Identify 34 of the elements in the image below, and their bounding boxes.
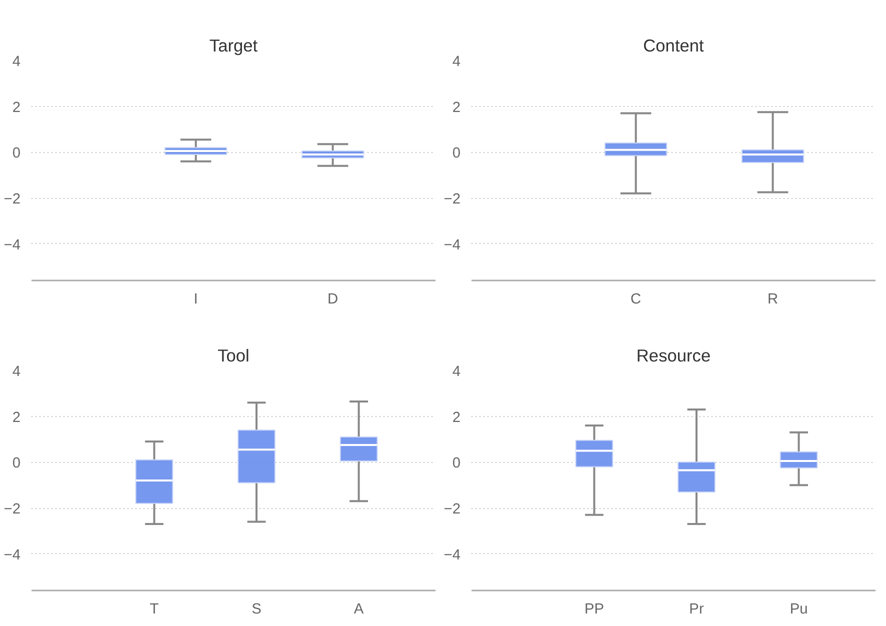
x-tick-label: C xyxy=(630,292,642,308)
y-tick-label: −4 xyxy=(4,237,21,254)
x-tick-label: I xyxy=(194,292,198,308)
y-tick-label: 2 xyxy=(12,100,21,116)
y-tick-label: 0 xyxy=(452,146,461,162)
y-tick-label: 4 xyxy=(12,364,21,380)
y-tick-label: 2 xyxy=(452,100,461,116)
y-tick-label: −4 xyxy=(444,547,461,564)
y-tick-label: −2 xyxy=(444,192,461,208)
y-tick-label: 0 xyxy=(12,456,21,472)
x-tick-label: PP xyxy=(584,602,604,618)
chart-title: Resource xyxy=(636,346,711,366)
y-tick-label: 4 xyxy=(12,54,21,70)
x-tick-label: S xyxy=(252,602,262,618)
x-tick-label: T xyxy=(150,602,159,618)
x-tick-label: D xyxy=(327,292,338,308)
y-tick-label: −2 xyxy=(444,502,461,518)
y-tick-label: −2 xyxy=(4,192,21,208)
y-tick-label: −4 xyxy=(4,547,21,564)
x-tick-label: Pr xyxy=(689,602,704,618)
y-tick-label: −4 xyxy=(444,237,461,254)
y-tick-label: 0 xyxy=(452,456,461,472)
y-tick-label: 4 xyxy=(452,54,461,70)
chart-title: Tool xyxy=(218,346,250,366)
y-tick-label: 2 xyxy=(12,410,21,426)
chart-title: Target xyxy=(209,36,258,56)
y-tick-label: 0 xyxy=(12,146,21,162)
x-tick-label: Pu xyxy=(790,602,808,618)
y-tick-label: 4 xyxy=(452,364,461,380)
y-tick-label: −2 xyxy=(4,502,21,518)
chart-title: Content xyxy=(643,36,704,56)
x-tick-label: A xyxy=(354,602,364,618)
y-tick-label: 2 xyxy=(452,410,461,426)
x-tick-label: R xyxy=(767,292,778,308)
